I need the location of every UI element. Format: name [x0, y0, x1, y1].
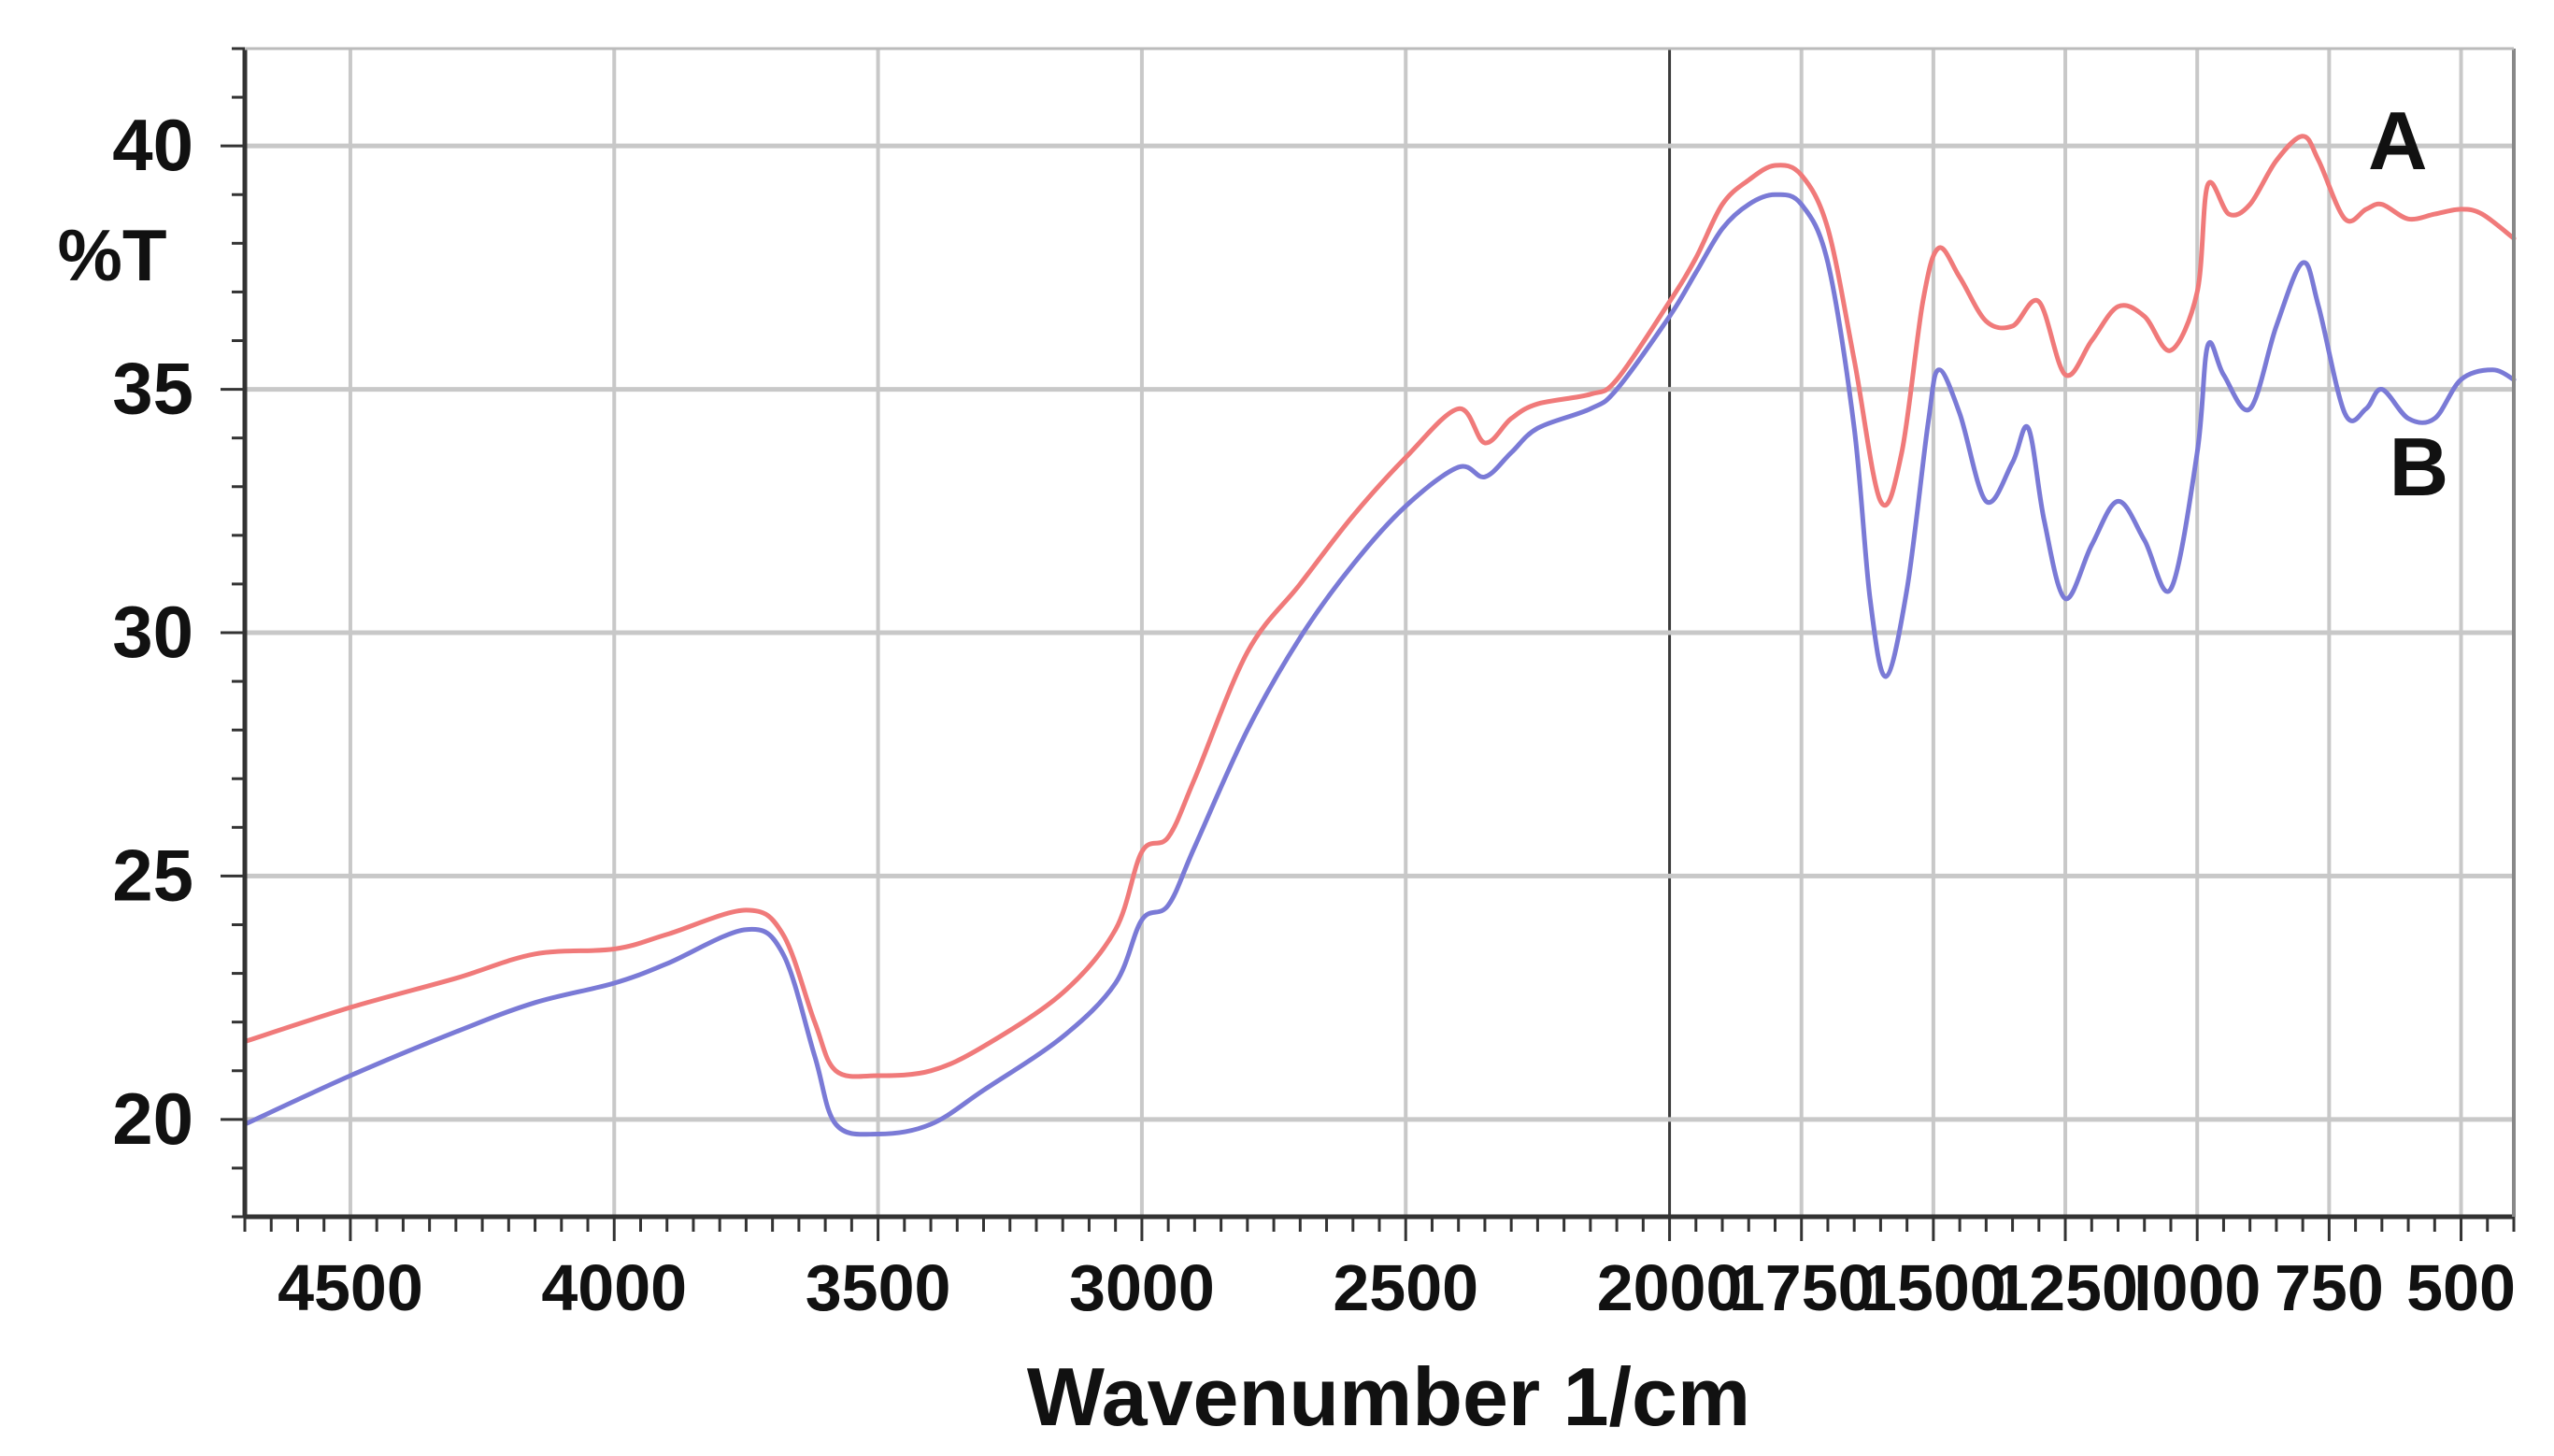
x-tick-label: 3500	[806, 1251, 951, 1324]
x-tick-label: 2500	[1333, 1251, 1478, 1324]
x-tick-label: 3000	[1069, 1251, 1215, 1324]
series-line-b	[242, 192, 2517, 1137]
x-tick-label: 4500	[278, 1251, 423, 1324]
series-layer	[242, 134, 2517, 1137]
x-axis-label: Wavenumber 1/cm	[1027, 1350, 1750, 1443]
x-tick-label: 1500	[1861, 1251, 2006, 1324]
y-tick-label: 30	[112, 591, 193, 673]
series-label-b: B	[2390, 421, 2449, 513]
minor-tick-layer	[221, 47, 2516, 1241]
series-label-a: A	[2368, 94, 2428, 187]
x-tick-label: 1750	[1729, 1251, 1875, 1324]
grid-layer	[245, 49, 2514, 1217]
x-tick-label: 750	[2275, 1251, 2384, 1324]
x-tick-label: 1250	[1992, 1251, 2138, 1324]
x-tick-label: 500	[2406, 1251, 2516, 1324]
y-tick-label: 25	[112, 834, 193, 916]
x-tick-label: I000	[2133, 1251, 2261, 1324]
series-line-a	[242, 134, 2517, 1079]
y-tick-label: 35	[112, 348, 193, 430]
x-tick-label: 2000	[1597, 1251, 1743, 1324]
y-tick-label: 20	[112, 1078, 193, 1160]
y-axis-label: %T	[58, 214, 167, 296]
x-tick-label: 4000	[541, 1251, 687, 1324]
y-tick-label: 40	[112, 104, 193, 186]
tick-label-layer: 4500 4000 3500 3000 2500 2000175015001250I000…	[112, 104, 2516, 1324]
